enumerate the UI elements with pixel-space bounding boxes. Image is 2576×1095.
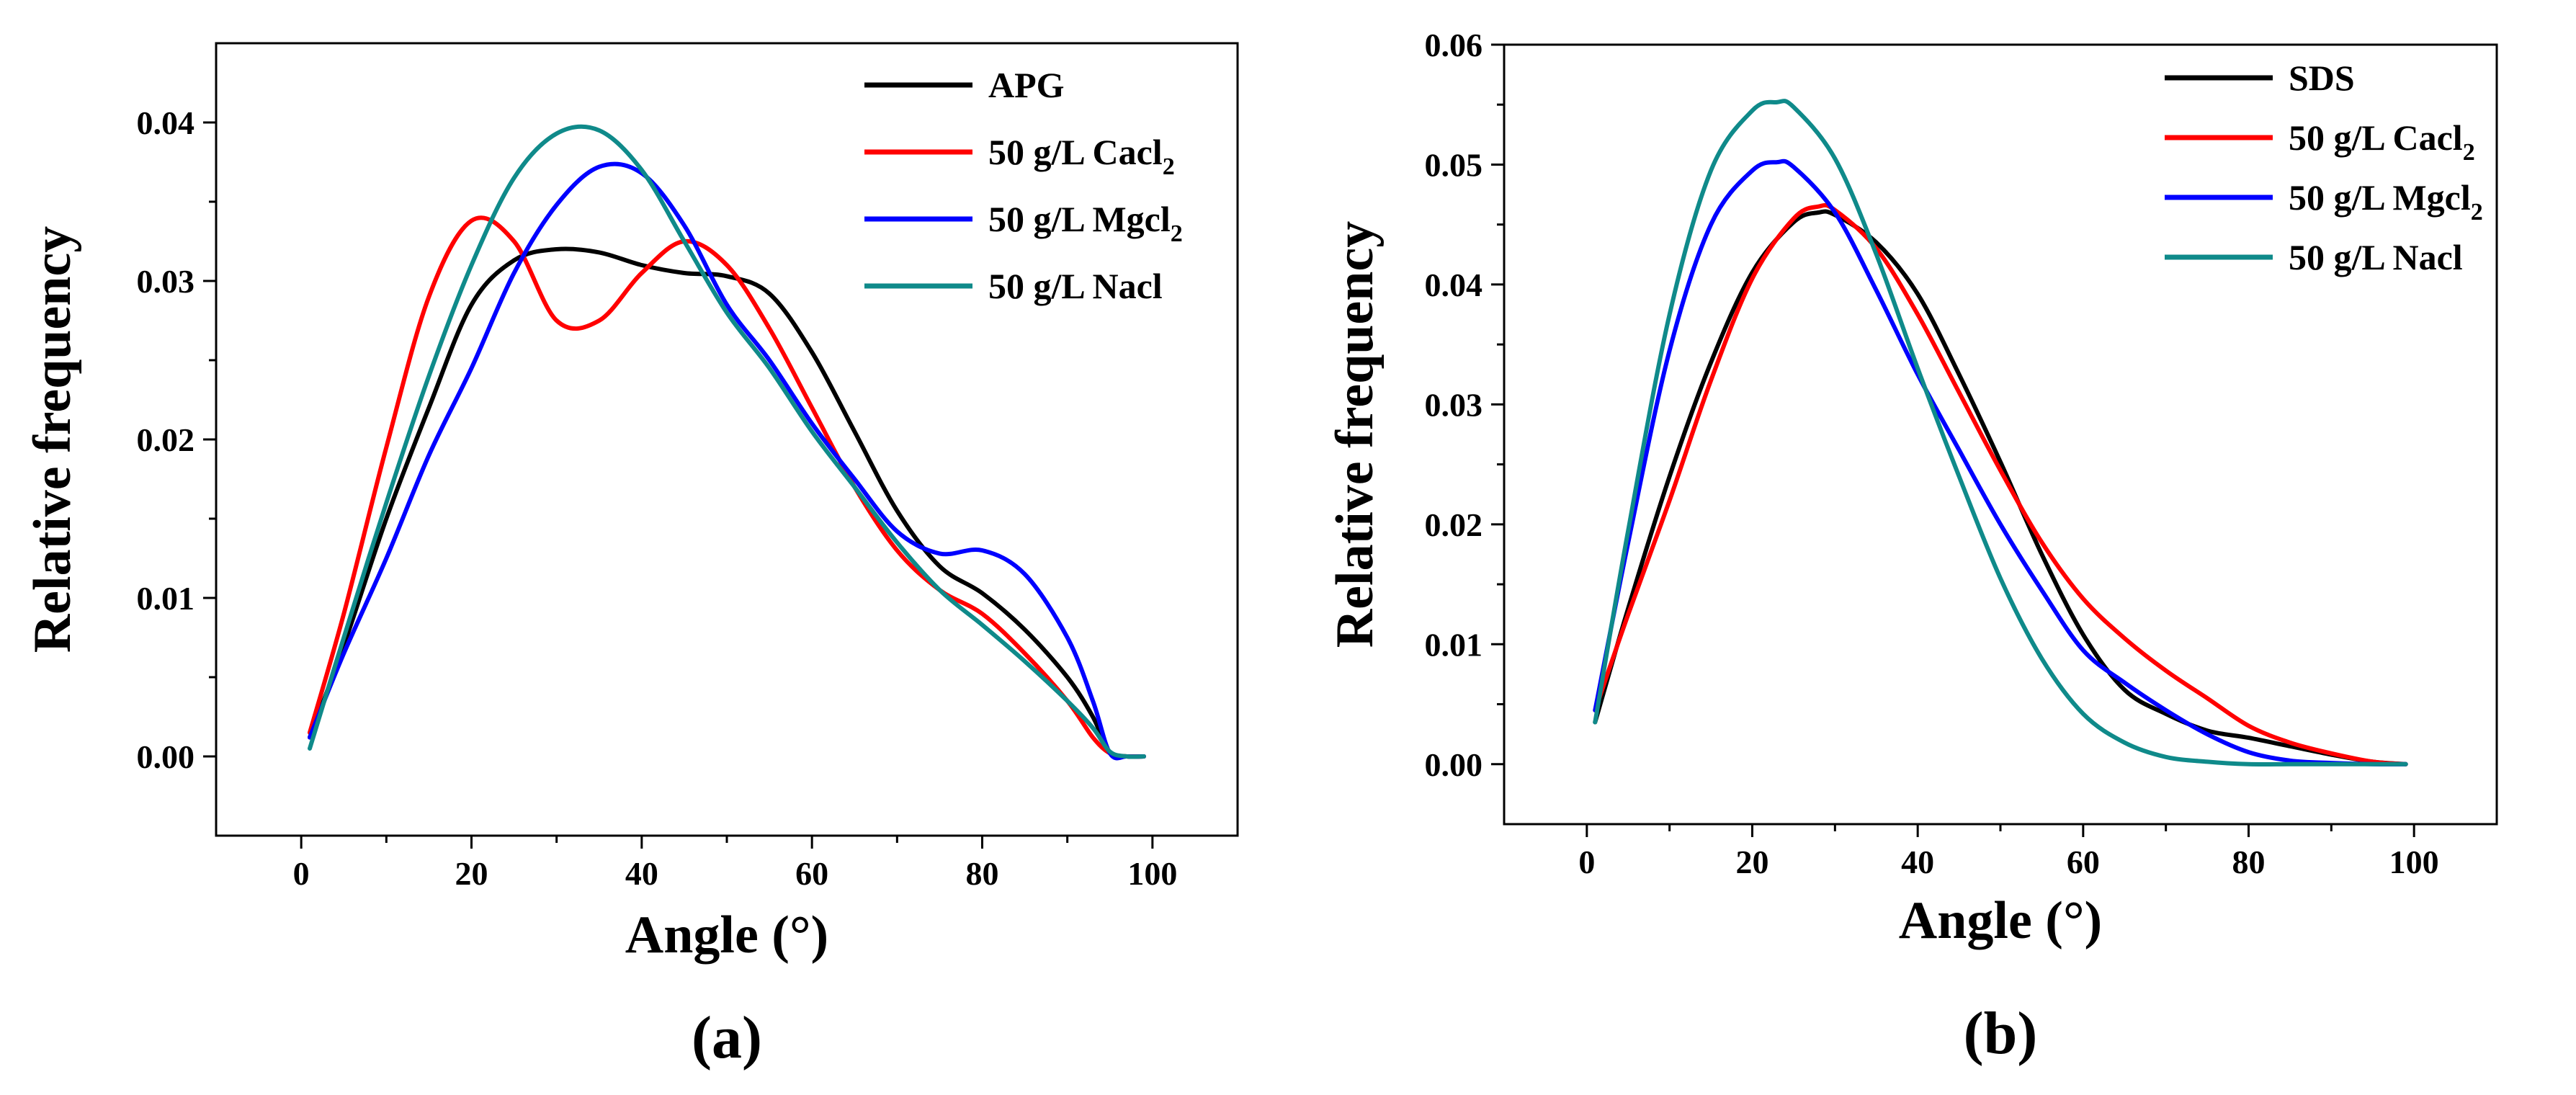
x-axis-title: Angle (°)	[1899, 891, 2102, 950]
chart-panel-a: 0 20 40 60 80 100 0.00 0.01 0.02 0.03 0.04 APG 50 g…	[23, 42, 1239, 1071]
legend-label: SDS	[2289, 58, 2355, 98]
x-tick-label: 60	[2067, 844, 2100, 880]
series-line	[308, 215, 1146, 759]
legend-label: APG	[988, 65, 1065, 105]
series-line	[1593, 202, 2408, 766]
y-tick-label: 0.00	[1425, 746, 1483, 783]
legend: SDS 50 g/L Cacl2 50 g/L Mgcl2 50 g/L Nacl	[2165, 58, 2483, 277]
y-tick-label: 0.05	[1425, 146, 1483, 183]
x-tick-label: 80	[966, 855, 999, 892]
y-tick-label: 0.03	[1425, 386, 1483, 423]
x-axis-title: Angle (°)	[625, 906, 828, 965]
x-tick-label: 20	[1736, 844, 1769, 880]
x-tick-label: 100	[2389, 844, 2439, 880]
legend-label: 50 g/L Mgcl2	[2289, 177, 2483, 225]
legend-label: 50 g/L Nacl	[2289, 237, 2463, 277]
legend-label: 50 g/L Cacl2	[2289, 117, 2475, 166]
y-tick-label: 0.04	[137, 104, 195, 141]
legend-label: 50 g/L Nacl	[988, 266, 1163, 306]
y-tick-label: 0.01	[1425, 626, 1483, 663]
y-tick-label: 0.00	[137, 738, 195, 775]
series-line	[1593, 209, 2408, 766]
legend-label: 50 g/L Cacl2	[988, 132, 1175, 180]
y-tick-label: 0.02	[1425, 506, 1483, 543]
y-tick-label: 0.06	[1425, 27, 1483, 63]
panel-label: (b)	[1964, 1000, 2038, 1067]
legend-label: 50 g/L Mgcl2	[988, 199, 1183, 247]
x-tick-label: 60	[795, 855, 828, 892]
y-tick-label: 0.03	[137, 263, 195, 300]
panel-label: (a)	[692, 1004, 762, 1071]
legend: APG 50 g/L Cacl2 50 g/L Mgcl2 50 g/L Nacl	[864, 65, 1183, 306]
x-tick-label: 40	[1901, 844, 1934, 880]
x-tick-label: 0	[293, 855, 310, 892]
y-tick-label: 0.02	[137, 421, 195, 458]
x-tick-label: 80	[2232, 844, 2266, 880]
x-tick-label: 0	[1578, 844, 1595, 880]
y-axis-title: Relative frequency	[1325, 221, 1385, 648]
x-tick-label: 100	[1127, 855, 1177, 892]
tick-group: 0 20 40 60 80 100 0.00 0.01 0.02 0.03 0.04	[137, 104, 1178, 892]
y-tick-label: 0.04	[1425, 267, 1483, 303]
chart-panel-b: 0 20 40 60 80 100 0.00 0.01 0.02 0.03 0.04 0.05 0.06…	[1325, 27, 2498, 1067]
series-line	[1593, 99, 2408, 767]
x-tick-label: 40	[625, 855, 658, 892]
series-line	[308, 124, 1146, 759]
series-line	[308, 246, 1146, 759]
y-tick-label: 0.01	[137, 580, 195, 617]
series-group	[1593, 99, 2408, 767]
y-axis-title: Relative frequency	[23, 226, 82, 653]
tick-group: 0 20 40 60 80 100 0.00 0.01 0.02 0.03 0.04 0.05 0.06	[1425, 27, 2439, 880]
series-line	[308, 161, 1146, 761]
x-tick-label: 20	[455, 855, 488, 892]
series-group	[308, 124, 1146, 761]
